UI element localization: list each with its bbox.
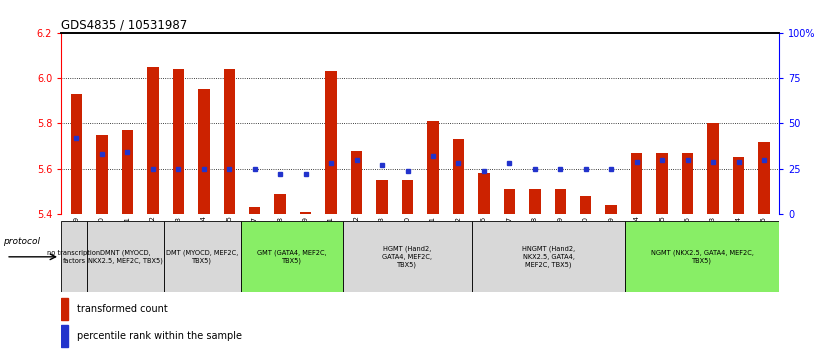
Bar [631, 153, 642, 214]
Bar [61, 298, 68, 320]
Bar [96, 135, 108, 214]
Bar [376, 180, 388, 214]
Bar [86, 221, 164, 292]
Bar [224, 69, 235, 214]
Bar [344, 221, 472, 292]
Bar [61, 221, 86, 292]
Bar [625, 221, 779, 292]
Bar [580, 196, 592, 214]
Text: GMT (GATA4, MEF2C,
TBX5): GMT (GATA4, MEF2C, TBX5) [257, 250, 327, 264]
Bar [300, 212, 312, 214]
Bar [173, 69, 184, 214]
Bar [453, 139, 464, 214]
Bar [707, 123, 719, 214]
Bar [241, 221, 344, 292]
Text: HNGMT (Hand2,
NKX2.5, GATA4,
MEF2C, TBX5): HNGMT (Hand2, NKX2.5, GATA4, MEF2C, TBX5… [522, 246, 575, 268]
Bar [326, 71, 337, 214]
Bar [529, 189, 540, 214]
Bar [758, 142, 769, 214]
Bar [351, 151, 362, 214]
Bar [682, 153, 694, 214]
Bar [733, 158, 744, 214]
Bar [249, 207, 260, 214]
Bar [503, 189, 515, 214]
Text: DMT (MYOCD, MEF2C,
TBX5): DMT (MYOCD, MEF2C, TBX5) [166, 250, 238, 264]
Text: HGMT (Hand2,
GATA4, MEF2C,
TBX5): HGMT (Hand2, GATA4, MEF2C, TBX5) [383, 246, 432, 268]
Bar [605, 205, 617, 214]
Bar [147, 67, 158, 214]
Text: GDS4835 / 10531987: GDS4835 / 10531987 [61, 19, 188, 32]
Bar [122, 130, 133, 214]
Text: NGMT (NKX2.5, GATA4, MEF2C,
TBX5): NGMT (NKX2.5, GATA4, MEF2C, TBX5) [651, 250, 754, 264]
Bar [198, 89, 210, 214]
Bar [274, 194, 286, 214]
Text: percentile rank within the sample: percentile rank within the sample [77, 331, 242, 342]
Bar [61, 325, 68, 347]
Bar [428, 121, 439, 214]
Bar [656, 153, 667, 214]
Text: transformed count: transformed count [77, 304, 167, 314]
Bar [472, 221, 625, 292]
Bar [555, 189, 566, 214]
Bar [401, 180, 413, 214]
Text: protocol: protocol [3, 237, 40, 246]
Text: no transcription
factors: no transcription factors [47, 250, 100, 264]
Bar [478, 174, 490, 214]
Text: DMNT (MYOCD,
NKX2.5, MEF2C, TBX5): DMNT (MYOCD, NKX2.5, MEF2C, TBX5) [88, 250, 162, 264]
Bar [71, 94, 82, 214]
Bar [164, 221, 241, 292]
